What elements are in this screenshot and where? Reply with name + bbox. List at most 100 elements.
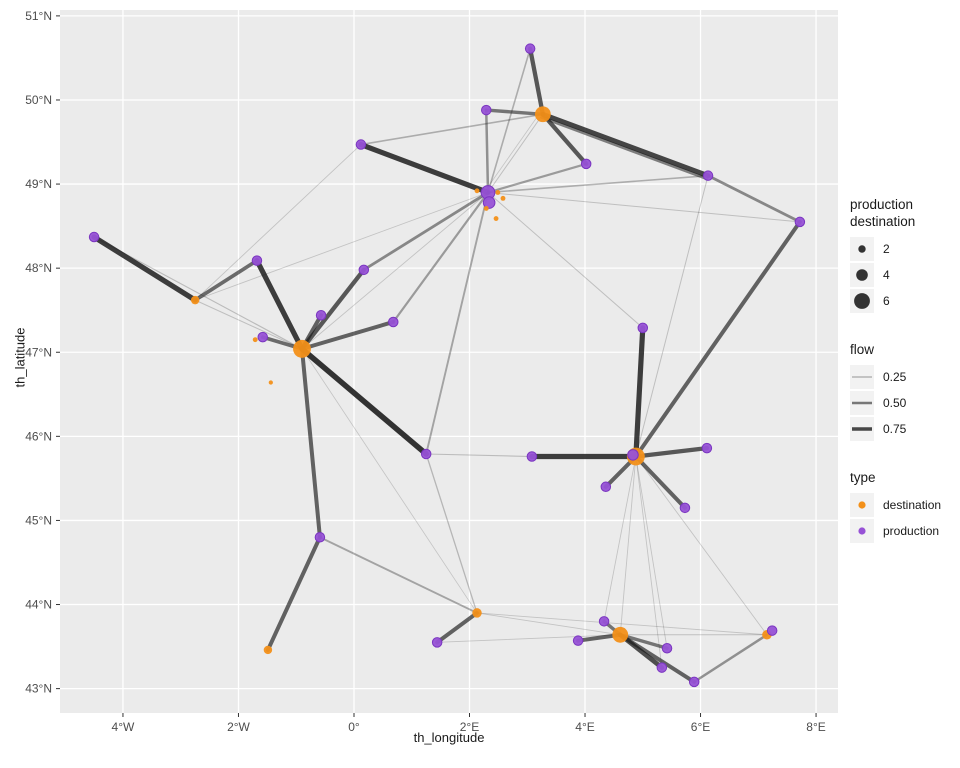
flow-legend-item-row: 0.25 — [850, 365, 958, 389]
map-node-destination[interactable] — [483, 206, 489, 211]
y-tick-label: 47°N — [25, 345, 52, 359]
map-node-production[interactable] — [315, 310, 327, 321]
map-node-production[interactable] — [794, 216, 806, 228]
map-node-destination[interactable] — [500, 195, 506, 201]
flow-legend-item-label: 0.75 — [883, 422, 907, 436]
size-legend-title: production destination — [850, 196, 958, 230]
x-tick-label: 4°W — [112, 720, 135, 734]
type-legend-items: destination production — [850, 493, 958, 543]
flow-legend-line-icon — [852, 401, 872, 405]
flow-edge — [93, 236, 303, 350]
map-node-production[interactable] — [627, 449, 639, 461]
type-legend-item-production-key — [850, 519, 874, 543]
map-node-production[interactable] — [702, 170, 714, 181]
flow-edge — [300, 319, 396, 351]
flow-edge — [635, 456, 768, 636]
flow-edge — [194, 192, 489, 301]
flow-edge — [692, 633, 769, 684]
flow-edge — [194, 144, 362, 301]
flow-edge — [91, 234, 198, 303]
flow-legend-title: flow — [850, 342, 875, 357]
map-node-destination[interactable] — [268, 380, 273, 385]
map-node-destination[interactable] — [472, 608, 482, 618]
y-tick-label: 51°N — [25, 9, 52, 23]
flow-edge — [362, 191, 490, 272]
map-node-destination[interactable] — [190, 295, 200, 305]
plot-panel — [60, 10, 838, 713]
x-tick-label: 2°E — [460, 720, 479, 734]
flow-edge — [435, 610, 480, 645]
flow-edge — [484, 112, 541, 192]
size-legend-item-row: 6 — [850, 289, 958, 313]
y-tick-label: 45°N — [25, 513, 52, 527]
map-node-production[interactable] — [314, 532, 326, 543]
map-node-production[interactable] — [431, 637, 443, 648]
type-legend-item-destination-label: destination — [883, 498, 942, 512]
map-node-production[interactable] — [251, 255, 263, 266]
map-node-production[interactable] — [572, 635, 584, 646]
size-legend-item-label: 4 — [883, 268, 890, 282]
map-node-production[interactable] — [257, 331, 268, 343]
flow-edge — [484, 108, 545, 116]
map-node-production[interactable] — [580, 158, 592, 170]
map-node-production[interactable] — [482, 196, 496, 209]
flow-legend-item-label: 0.50 — [883, 396, 907, 410]
type-legend-title: type — [850, 470, 876, 485]
flow-edge — [254, 257, 305, 352]
map-node-production[interactable] — [600, 481, 612, 493]
map-node-destination[interactable] — [534, 106, 551, 123]
flow-edge — [540, 115, 709, 181]
map-node-destination[interactable] — [493, 216, 499, 221]
map-node-production[interactable] — [524, 43, 536, 54]
flow-edge — [603, 456, 637, 622]
flow-edge — [618, 632, 697, 684]
flow-edge — [194, 299, 303, 350]
map-node-destination[interactable] — [495, 190, 501, 195]
map-node-production[interactable] — [598, 616, 610, 627]
flow-edge — [635, 175, 709, 458]
legend-panel: production destination 2 4 6 flow 0.25 0… — [850, 196, 958, 571]
x-axis-title: th_longitude — [413, 730, 485, 745]
map-node-production[interactable] — [355, 139, 367, 150]
x-tick-label: 6°E — [691, 720, 710, 734]
map-node-destination[interactable] — [252, 337, 258, 343]
size-legend-item-label: 6 — [883, 294, 890, 308]
map-node-production[interactable] — [688, 676, 700, 688]
map-node-production[interactable] — [701, 442, 713, 454]
x-tick-label: 4°E — [575, 720, 594, 734]
flow-legend: flow 0.25 0.50 0.75 — [850, 341, 958, 441]
flow-legend-item-row: 0.50 — [850, 391, 958, 415]
map-node-production[interactable] — [679, 502, 691, 514]
type-legend-item-production-row: production — [850, 519, 958, 543]
map-node-production[interactable] — [661, 643, 673, 654]
map-node-production[interactable] — [526, 451, 538, 462]
map-node-production[interactable] — [766, 625, 778, 636]
flow-edge — [301, 348, 478, 614]
flow-edge — [265, 535, 322, 652]
map-node-destination[interactable] — [474, 188, 480, 194]
map-node-production[interactable] — [420, 448, 432, 460]
flow-edge — [487, 113, 544, 193]
y-tick-label: 49°N — [25, 177, 52, 191]
size-legend: production destination 2 4 6 — [850, 196, 958, 313]
map-node-production[interactable] — [358, 264, 370, 276]
map-node-production[interactable] — [388, 316, 399, 328]
map-node-production[interactable] — [481, 104, 492, 116]
map-node-destination[interactable] — [612, 626, 629, 643]
size-legend-item-key — [850, 263, 874, 287]
flow-legend-item-key — [850, 417, 874, 441]
flow-edge — [618, 633, 669, 650]
map-node-production[interactable] — [637, 322, 649, 334]
flow-edge — [487, 47, 531, 194]
map-node-destination[interactable] — [293, 339, 311, 358]
flow-edge — [706, 174, 802, 224]
flow-edge — [299, 346, 429, 457]
map-node-production[interactable] — [88, 231, 100, 243]
map-node-destination[interactable] — [263, 645, 273, 655]
size-legend-point-icon — [856, 269, 868, 281]
flow-edge — [425, 191, 489, 455]
map-node-production[interactable] — [656, 662, 668, 673]
flow-edge — [486, 162, 588, 194]
flow-edge — [635, 456, 663, 669]
